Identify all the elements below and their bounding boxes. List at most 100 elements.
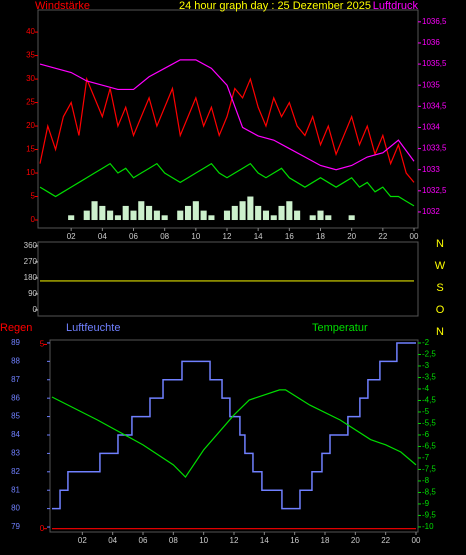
bar [91, 201, 98, 221]
x-tick-label: 02 [67, 232, 76, 241]
plot-frame [37, 9, 419, 229]
x-tick-label: 10 [191, 232, 200, 241]
y-tick-label: 86 [11, 393, 20, 402]
y-tick-label: 85 [11, 412, 20, 421]
bar [208, 215, 215, 221]
y-tick-label: 20 [26, 121, 35, 130]
y-tick-label: 84 [11, 430, 20, 439]
plot-frame [49, 339, 419, 533]
series-line [52, 342, 416, 510]
y-tick-label: 87 [11, 375, 20, 384]
bar [107, 210, 114, 221]
y-tick-label: -2,5 [422, 350, 436, 359]
x-tick-label: 06 [139, 536, 148, 545]
y-tick-label: -3 [422, 361, 430, 370]
x-tick-label: 00 [410, 232, 419, 241]
y-tick-label: 1036,5 [422, 17, 447, 26]
y-tick-label: 83 [11, 449, 20, 458]
y-tick-label: 40 [26, 27, 35, 36]
y-tick-label: 1032 [422, 207, 440, 216]
bar [130, 210, 137, 221]
bar [270, 215, 277, 221]
y-tick-label: 1035,5 [422, 59, 447, 68]
x-tick-label: 20 [347, 232, 356, 241]
legend-label: Luftfeuchte [66, 322, 120, 334]
x-tick-label: 00 [412, 536, 421, 545]
bar [294, 210, 301, 221]
compass-label: N [436, 326, 444, 338]
y-tick-label: 89 [11, 338, 20, 347]
y-tick-label: 79 [11, 522, 20, 531]
y-tick-label: -9,5 [422, 511, 436, 520]
y-tick-label: -5,5 [422, 419, 436, 428]
bar [200, 210, 207, 221]
y-tick-label: 0 [31, 215, 36, 224]
bar [99, 205, 106, 221]
chart-title: 24 hour graph day : 25 Dezember 2025 [179, 0, 371, 12]
y-tick-label: 1036 [422, 38, 440, 47]
bar [255, 205, 262, 221]
x-tick-label: 14 [260, 536, 269, 545]
x-tick-label: 10 [199, 536, 208, 545]
y-tick-label: 15 [26, 145, 35, 154]
y-tick-label: 0 [40, 524, 45, 533]
y-tick-label: -2 [422, 338, 430, 347]
bar [122, 205, 129, 221]
y-tick-label: 80 [11, 504, 20, 513]
bar [153, 210, 160, 221]
series-line [39, 59, 415, 171]
bar [68, 215, 75, 221]
y-tick-label: -5 [422, 407, 430, 416]
y-tick-label: 360 [24, 241, 38, 250]
y-tick-label: -3,5 [422, 373, 436, 382]
legend-label: Windstärke [35, 0, 90, 12]
x-tick-label: 12 [230, 536, 239, 545]
x-tick-label: 18 [316, 232, 325, 241]
y-tick-label: -6,5 [422, 442, 436, 451]
x-tick-label: 14 [254, 232, 263, 241]
y-tick-label: 1033 [422, 165, 440, 174]
bar [177, 210, 184, 221]
x-tick-label: 20 [351, 536, 360, 545]
compass-label: W [435, 260, 446, 272]
y-tick-label: 1034,5 [422, 101, 447, 110]
y-tick-label: 5 [31, 192, 36, 201]
y-tick-label: 1035 [422, 80, 440, 89]
bar [192, 201, 199, 221]
bar [325, 215, 332, 221]
y-tick-label: 1033,5 [422, 144, 447, 153]
bar [161, 215, 168, 221]
y-tick-label: -4 [422, 384, 430, 393]
bar [348, 215, 355, 221]
bar [286, 201, 293, 221]
compass-label: S [436, 282, 443, 294]
y-tick-label: -9 [422, 499, 430, 508]
y-tick-label: 30 [26, 74, 35, 83]
legend-label: Temperatur [312, 322, 368, 334]
y-tick-label: 1034 [422, 123, 440, 132]
x-tick-label: 08 [169, 536, 178, 545]
bar [83, 210, 90, 221]
y-tick-label: -6 [422, 430, 430, 439]
x-tick-label: 04 [108, 536, 117, 545]
bar [317, 210, 324, 221]
bar [184, 205, 192, 221]
compass-label: O [436, 304, 445, 316]
y-tick-label: -8 [422, 476, 430, 485]
x-tick-label: 02 [78, 536, 87, 545]
legend-label: Regen [0, 322, 32, 334]
bar [278, 205, 285, 221]
bar [309, 215, 316, 221]
x-tick-label: 18 [321, 536, 330, 545]
bar [262, 210, 270, 221]
legend-label: Luftdruck [373, 0, 419, 12]
bar [223, 210, 231, 221]
y-tick-label: 10 [26, 168, 35, 177]
y-tick-label: 25 [26, 98, 35, 107]
compass-label: N [436, 238, 444, 250]
plot-frame [37, 241, 419, 317]
x-tick-label: 06 [129, 232, 138, 241]
bar [138, 201, 145, 221]
y-tick-label: 35 [26, 51, 35, 60]
